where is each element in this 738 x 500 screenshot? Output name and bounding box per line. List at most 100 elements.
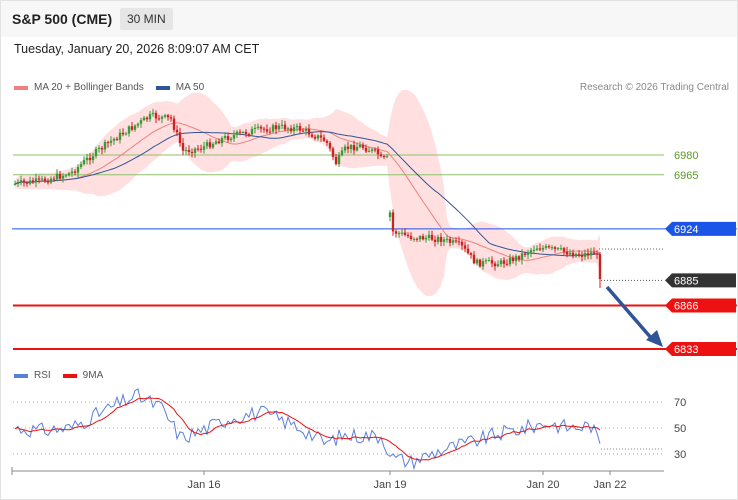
candle-body: [592, 252, 596, 254]
candle-body: [580, 255, 584, 257]
candle-body: [403, 232, 407, 235]
candle-body: [259, 126, 263, 129]
candle: [187, 145, 191, 156]
candle: [223, 132, 227, 141]
candle: [184, 146, 188, 155]
candle: [511, 255, 515, 264]
candle-body: [394, 231, 398, 234]
ma50-line: [14, 131, 601, 257]
x-tick-label: Jan 22: [593, 479, 626, 491]
candle: [262, 126, 266, 133]
candle-body: [574, 253, 578, 257]
candle-body: [151, 112, 155, 114]
candle-body: [400, 232, 404, 234]
candle-body: [352, 145, 356, 151]
legend-ma50-label: MA 50: [175, 82, 205, 93]
candle: [250, 126, 254, 136]
candle-body: [568, 252, 572, 255]
candle: [202, 141, 206, 154]
level-tag-bg: [665, 221, 736, 236]
candle: [256, 123, 260, 130]
candle: [217, 138, 221, 145]
candle: [172, 115, 176, 133]
candle: [397, 231, 401, 238]
candle-body: [256, 126, 260, 128]
candle: [85, 153, 89, 165]
candle-body: [589, 252, 593, 256]
level-tag-bg: [665, 298, 736, 313]
candle-body: [481, 261, 485, 267]
candle-body: [280, 124, 284, 126]
candle: [556, 246, 560, 251]
candle-body: [550, 247, 554, 249]
candle: [235, 130, 239, 138]
legend-ma20-label: MA 20 + Bollinger Bands: [34, 82, 144, 93]
candle-body: [538, 248, 542, 250]
candle-body: [535, 248, 539, 250]
candle: [484, 258, 488, 264]
candle-body: [508, 257, 512, 265]
candle-body: [274, 125, 278, 130]
candle: [76, 164, 80, 178]
candle-body: [412, 238, 416, 240]
candle: [214, 139, 218, 145]
candle: [439, 233, 443, 247]
candle-body: [385, 156, 389, 158]
rsi-tick-30: 30: [674, 449, 686, 461]
candle-body: [427, 234, 431, 238]
legend-ma20: MA 20 + Bollinger Bands: [14, 82, 144, 93]
candle-body: [73, 171, 77, 173]
candle-body: [178, 132, 182, 143]
candle: [553, 245, 557, 253]
candle: [349, 143, 353, 154]
rsi-legend: RSI 9MA: [14, 370, 115, 381]
candle: [97, 145, 101, 153]
candle-body: [268, 131, 272, 133]
candle-body: [307, 128, 311, 135]
candle-body: [217, 141, 221, 144]
candle: [55, 169, 59, 182]
candle: [268, 127, 272, 135]
candle: [367, 147, 371, 153]
candle: [175, 125, 179, 136]
candle-body: [523, 253, 527, 255]
candle-body: [190, 152, 194, 154]
candle: [541, 245, 545, 253]
candle: [298, 122, 302, 134]
candle-body: [97, 148, 101, 150]
candle-body: [94, 148, 98, 157]
candle: [181, 138, 185, 156]
candle: [73, 169, 77, 176]
candle: [565, 246, 569, 258]
candle: [226, 132, 230, 143]
interval-button[interactable]: 30 MIN: [120, 8, 173, 30]
candle: [82, 156, 86, 166]
candle-body: [184, 149, 188, 151]
candle-body: [484, 260, 488, 262]
candle-body: [181, 142, 185, 151]
level-tag-bg: [665, 342, 736, 356]
candle: [61, 173, 65, 183]
candle: [526, 249, 530, 260]
candle-body: [340, 150, 344, 156]
level-tag-6866: 6866: [665, 298, 736, 313]
candle: [448, 236, 452, 247]
candle-body: [475, 259, 479, 264]
candle-body: [25, 182, 29, 184]
candle-body: [595, 253, 599, 255]
candle: [136, 122, 140, 128]
candle: [520, 249, 524, 265]
candle: [595, 250, 599, 260]
candle-body: [205, 142, 209, 147]
candle-body: [406, 234, 410, 237]
candle: [535, 245, 539, 252]
candle-body: [322, 137, 326, 141]
candle-body: [562, 248, 566, 252]
candle: [508, 254, 512, 267]
level-tag-bg: [665, 273, 736, 288]
candle: [139, 117, 143, 128]
level-tag-6885: 6885: [665, 273, 736, 288]
candle: [31, 177, 35, 185]
legend-ma50-swatch: [155, 85, 170, 90]
ma20-line: [14, 122, 601, 261]
